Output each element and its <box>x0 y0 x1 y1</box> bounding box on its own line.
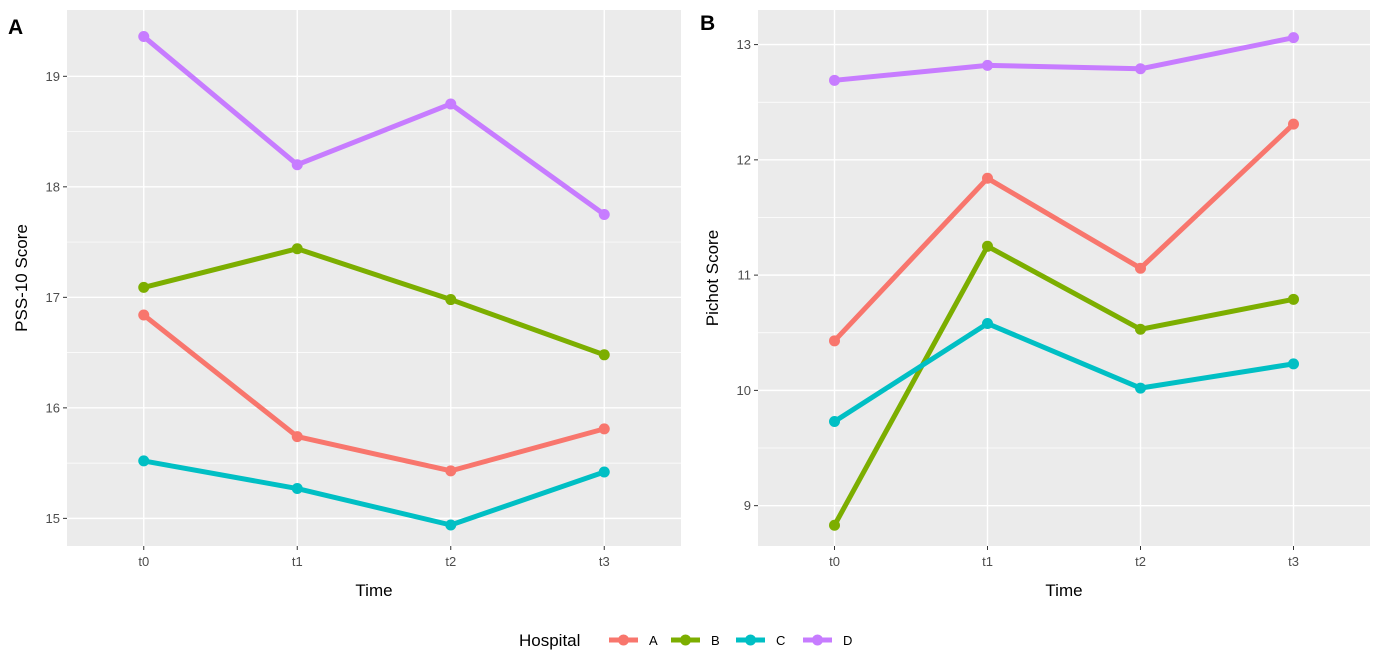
x-tick-label: t0 <box>829 554 840 569</box>
data-point-C <box>598 466 610 478</box>
series-line-D <box>141 34 607 217</box>
data-point-C <box>138 455 150 467</box>
legend-title: Hospital <box>519 631 580 650</box>
data-point-C <box>1288 358 1299 370</box>
data-point-D <box>138 31 150 43</box>
legend-key-point <box>618 634 629 646</box>
data-point-D <box>291 159 303 171</box>
y-tick-label: 9 <box>744 498 751 513</box>
panel-tag: A <box>8 16 23 39</box>
data-point-A <box>1135 262 1146 274</box>
legend: Hospital A B C D <box>519 631 852 650</box>
data-point-B <box>291 243 303 255</box>
x-tick-label: t0 <box>138 554 149 569</box>
data-point-A <box>982 172 993 184</box>
panel-A: 15 16 17 18 19 t0 t1 t2 t3 Time PSS-10 Score A <box>8 10 681 600</box>
data-point-C <box>291 483 303 495</box>
panel-B: 9 10 11 12 13 t0 t1 t2 t3 Time Pichot Score B <box>700 10 1370 600</box>
x-tick-label: t1 <box>982 554 993 569</box>
data-point-B <box>982 240 993 252</box>
panel-tag: B <box>700 12 715 35</box>
data-point-A <box>291 431 303 443</box>
legend-label: A <box>649 633 658 648</box>
data-point-B <box>445 294 457 306</box>
x-axis-title: Time <box>355 581 392 600</box>
data-point-B <box>1135 323 1146 335</box>
x-tick-label: t1 <box>292 554 303 569</box>
data-point-D <box>445 98 457 110</box>
data-point-B <box>829 519 840 531</box>
x-tick-label: t3 <box>599 554 610 569</box>
legend-label: C <box>776 633 785 648</box>
y-axis-title: Pichot Score <box>703 230 722 326</box>
data-point-C <box>1135 382 1146 394</box>
series-line-A <box>832 121 1296 344</box>
data-point-D <box>829 74 840 86</box>
legend-key-point <box>812 634 823 646</box>
series-line-C <box>141 458 607 528</box>
x-tick-label: t2 <box>1135 554 1146 569</box>
x-tick-label: t3 <box>1288 554 1299 569</box>
data-point-B <box>1288 293 1299 305</box>
legend-item-A: A <box>609 633 658 648</box>
series-line-C <box>832 321 1296 425</box>
series-line-B <box>832 243 1296 528</box>
data-point-B <box>138 281 150 293</box>
data-point-D <box>982 59 993 71</box>
y-tick-label: 16 <box>46 400 60 415</box>
y-tick-label: 13 <box>737 37 751 52</box>
legend-key-point <box>745 634 756 646</box>
data-point-D <box>1288 32 1299 44</box>
data-point-A <box>138 309 150 321</box>
data-point-A <box>829 335 840 347</box>
data-point-D <box>598 208 610 220</box>
series-line-B <box>141 246 607 358</box>
legend-item-B: B <box>671 633 720 648</box>
y-tick-label: 10 <box>737 383 751 398</box>
data-point-C <box>982 318 993 330</box>
y-tick-label: 11 <box>738 268 752 283</box>
y-axis-title: PSS-10 Score <box>12 224 31 332</box>
data-point-B <box>598 349 610 361</box>
x-tick-label: t2 <box>445 554 456 569</box>
data-point-A <box>1288 118 1299 130</box>
data-point-C <box>829 416 840 428</box>
series-line-D <box>832 35 1296 83</box>
legend-label: B <box>711 633 720 648</box>
data-point-C <box>445 519 457 531</box>
data-point-A <box>445 465 457 477</box>
legend-item-D: D <box>803 633 852 648</box>
legend-item-C: C <box>736 633 785 648</box>
y-tick-label: 12 <box>737 152 751 167</box>
data-point-A <box>598 423 610 435</box>
panel-background <box>67 10 681 546</box>
x-axis-title: Time <box>1045 581 1082 600</box>
y-tick-label: 18 <box>46 179 60 194</box>
legend-key-point <box>680 634 691 646</box>
panel-background <box>758 10 1370 546</box>
series-line-A <box>141 312 607 474</box>
legend-label: D <box>843 633 852 648</box>
y-tick-label: 17 <box>46 290 60 305</box>
data-point-D <box>1135 63 1146 75</box>
y-tick-label: 15 <box>46 511 60 526</box>
panels: 15 16 17 18 19 t0 t1 t2 t3 Time PSS-10 Score A 9 10 11… <box>8 10 1370 600</box>
y-tick-label: 19 <box>46 69 60 84</box>
